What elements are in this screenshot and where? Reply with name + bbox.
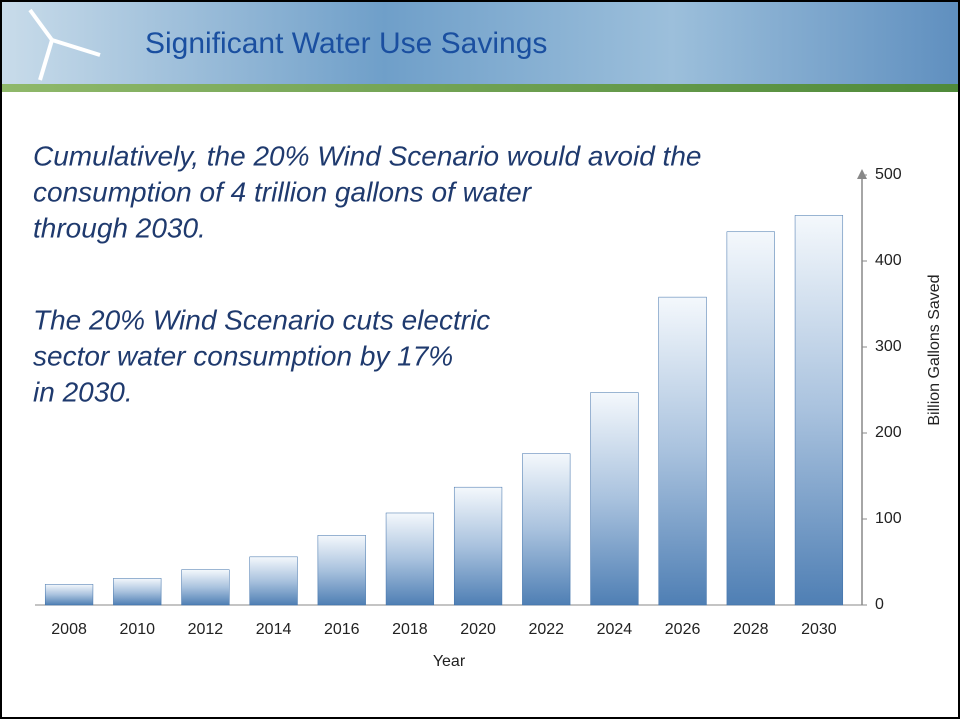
annotation-line: Cumulatively, the 20% Wind Scenario woul… <box>33 140 701 171</box>
turbine-icon <box>28 8 101 81</box>
bar <box>522 453 571 606</box>
header-band <box>0 0 960 88</box>
x-tick-label: 2016 <box>324 621 360 638</box>
bar <box>249 556 298 606</box>
y-axis-label: Billion Gallons Saved <box>926 274 943 425</box>
y-tick-label: 400 <box>875 252 902 269</box>
annotation-line: The 20% Wind Scenario cuts electric <box>33 304 490 335</box>
bar <box>726 231 775 606</box>
bar <box>181 569 230 606</box>
bar <box>590 392 639 606</box>
bar <box>453 486 503 606</box>
x-tick-label: 2028 <box>733 621 769 638</box>
bar <box>385 512 435 606</box>
x-tick-label: 2020 <box>460 621 496 638</box>
y-tick-label: 300 <box>875 338 902 355</box>
bar <box>658 296 707 606</box>
bar <box>44 584 94 606</box>
annotation-line: consumption of 4 trillion gallons of wat… <box>33 176 533 207</box>
x-tick-label: 2008 <box>51 621 87 638</box>
x-tick-label: 2014 <box>256 621 292 638</box>
bar <box>113 578 162 606</box>
bar <box>317 535 366 606</box>
x-tick-label: 2024 <box>597 621 633 638</box>
bar <box>794 215 844 606</box>
annotation-line: through 2030. <box>33 212 206 243</box>
x-tick-label: 2026 <box>665 621 701 638</box>
y-tick-label: 0 <box>875 596 884 613</box>
x-axis-label: Year <box>433 653 466 670</box>
y-tick-label: 200 <box>875 424 902 441</box>
annotation-line: sector water consumption by 17% <box>33 340 453 371</box>
header-stripe <box>0 84 960 92</box>
slide-title: Significant Water Use Savings <box>145 27 547 60</box>
y-tick-label: 500 <box>875 166 902 183</box>
x-tick-label: 2022 <box>528 621 564 638</box>
x-tick-label: 2012 <box>188 621 224 638</box>
y-axis-arrow <box>857 169 867 179</box>
x-tick-label: 2010 <box>119 621 155 638</box>
y-tick-label: 100 <box>875 510 902 527</box>
x-tick-label: 2030 <box>801 621 837 638</box>
x-tick-label: 2018 <box>392 621 428 638</box>
annotation-line: in 2030. <box>33 376 133 407</box>
